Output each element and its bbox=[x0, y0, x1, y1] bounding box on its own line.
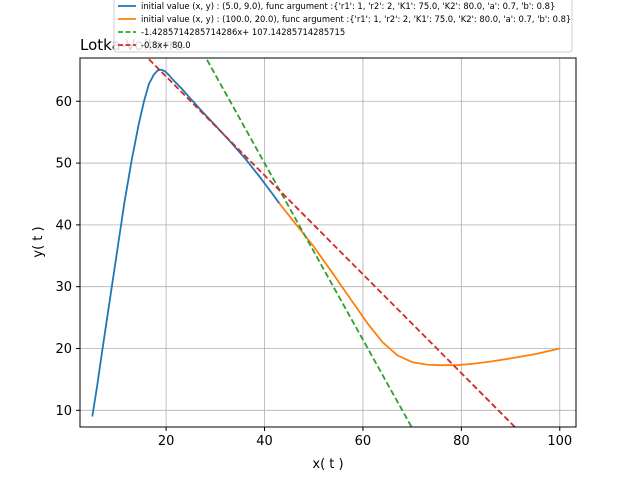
legend: initial value (x, y) : (5.0, 9.0), func … bbox=[113, 0, 573, 53]
x-tick-label: 80 bbox=[453, 434, 470, 449]
y-tick-label: 10 bbox=[55, 404, 72, 419]
legend-box bbox=[113, 0, 573, 53]
plot-frame bbox=[79, 57, 577, 428]
legend-label-1: initial value (x, y) : (5.0, 9.0), func … bbox=[141, 1, 555, 11]
x-tick-label: 40 bbox=[256, 434, 273, 449]
legend-label-3: -1.4285714285714286x+ 107.14285714285715 bbox=[141, 27, 345, 37]
y-axis-label: y( t ) bbox=[31, 226, 46, 257]
y-tick-label: 40 bbox=[55, 218, 72, 233]
legend-label-2: initial value (x, y) : (100.0, 20.0), fu… bbox=[141, 14, 571, 24]
series-layer bbox=[91, 58, 560, 427]
series-line-4 bbox=[148, 58, 517, 427]
x-tick-label: 100 bbox=[547, 434, 572, 449]
plot-background bbox=[80, 58, 576, 427]
x-axis-label: x( t ) bbox=[312, 457, 343, 472]
x-tick-label: 60 bbox=[355, 434, 372, 449]
x-tick-label: 20 bbox=[158, 434, 175, 449]
series-line-1 bbox=[91, 68, 281, 417]
y-tick-label: 50 bbox=[55, 157, 72, 172]
grid-lines bbox=[80, 58, 576, 427]
series-line-3 bbox=[206, 59, 413, 427]
y-tick-label: 20 bbox=[55, 342, 72, 357]
y-tick-label: 30 bbox=[55, 280, 72, 295]
ticks: 20 40 60 80 100 10 20 30 40 50 60 bbox=[55, 95, 572, 449]
y-tick-label: 60 bbox=[55, 95, 72, 110]
legend-label-4: -0.8x+ 80.0 bbox=[141, 40, 191, 50]
series-line-2 bbox=[278, 202, 560, 367]
